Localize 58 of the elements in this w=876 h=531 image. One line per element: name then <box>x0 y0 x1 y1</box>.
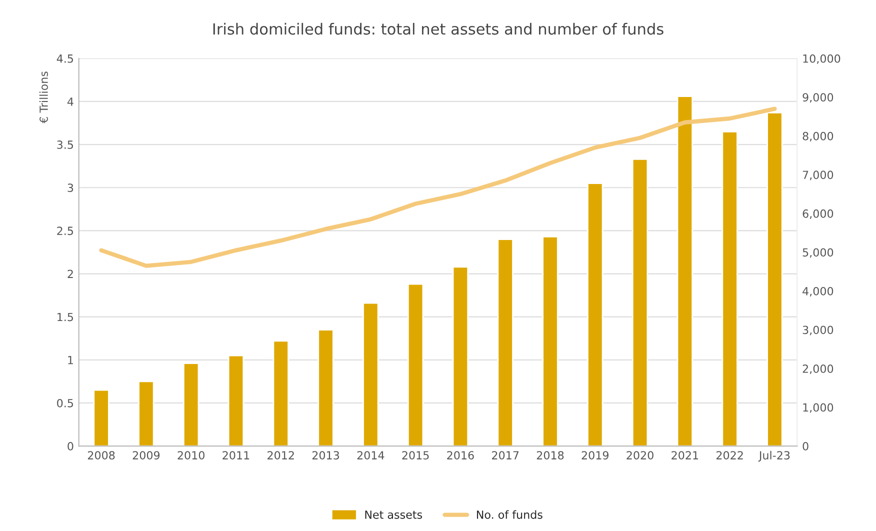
y2-tick-label: 4,000 <box>802 286 834 296</box>
x-tick-label: 2021 <box>672 451 698 460</box>
bar <box>318 329 334 446</box>
y-tick-label: 0 <box>68 442 74 450</box>
x-tick-label: 2022 <box>716 451 743 460</box>
y-axis-title: € Trillions <box>39 72 48 124</box>
bar <box>632 158 648 446</box>
bar <box>676 96 694 446</box>
y2-tick-label: 3,000 <box>802 326 834 336</box>
y-tick-label: 2.5 <box>57 226 74 236</box>
bar <box>362 302 379 446</box>
legend-label: No. of funds <box>476 510 542 519</box>
x-tick-label: 2015 <box>402 451 429 460</box>
x-tick-label: 2020 <box>626 451 654 460</box>
x-tick-label: 2011 <box>222 451 250 460</box>
x-tick-label: 2009 <box>132 451 160 460</box>
y2-tick-label: 2,000 <box>802 364 834 374</box>
bar <box>182 362 200 446</box>
bar <box>587 182 604 446</box>
y-tick-label: 2 <box>68 270 73 278</box>
x-tick-label: 2013 <box>312 451 340 460</box>
bar <box>407 283 424 446</box>
x-tick-label: 2014 <box>357 451 384 460</box>
bar <box>722 130 738 446</box>
y-tick-label: 4 <box>67 98 74 106</box>
x-tick-label: 2018 <box>536 451 564 460</box>
y2-tick-label: 10,000 <box>803 54 840 64</box>
bar <box>766 112 783 446</box>
x-tick-label: 2019 <box>582 451 608 460</box>
bar <box>542 236 558 446</box>
bar <box>452 266 469 446</box>
y-tick-label: 0.5 <box>57 398 74 408</box>
y2-tick-label: 5,000 <box>802 248 834 258</box>
bar <box>138 380 154 446</box>
bar <box>272 340 289 446</box>
x-tick-label: 2017 <box>492 451 519 460</box>
y2-tick-label: 1,000 <box>803 403 834 413</box>
legend-label: Net assets <box>365 510 422 519</box>
y-tick-label: 1.5 <box>58 312 74 322</box>
bar <box>93 389 110 446</box>
y2-tick-label: 9,000 <box>802 93 834 103</box>
x-tick-label: 2016 <box>447 451 474 460</box>
x-tick-label: 2008 <box>88 451 115 460</box>
y2-tick-label: 6,000 <box>802 209 834 219</box>
y-tick-label: 3 <box>68 184 74 192</box>
y2-tick-label: 0 <box>802 442 808 450</box>
y2-tick-label: 8,000 <box>802 132 834 142</box>
y2-tick-label: 7,000 <box>802 170 834 180</box>
y-tick-label: 3.5 <box>57 140 74 149</box>
chart-title: Irish domiciled funds: total net assets and number of funds <box>213 22 664 35</box>
x-tick-label: 2010 <box>178 451 204 460</box>
bar <box>497 238 514 446</box>
y-tick-label: 1 <box>68 356 73 364</box>
x-tick-label: Jul-23 <box>758 450 790 462</box>
line-series <box>99 106 777 268</box>
bar <box>228 354 244 446</box>
y-tick-label: 4.5 <box>56 54 74 63</box>
x-tick-label: 2012 <box>268 451 294 460</box>
